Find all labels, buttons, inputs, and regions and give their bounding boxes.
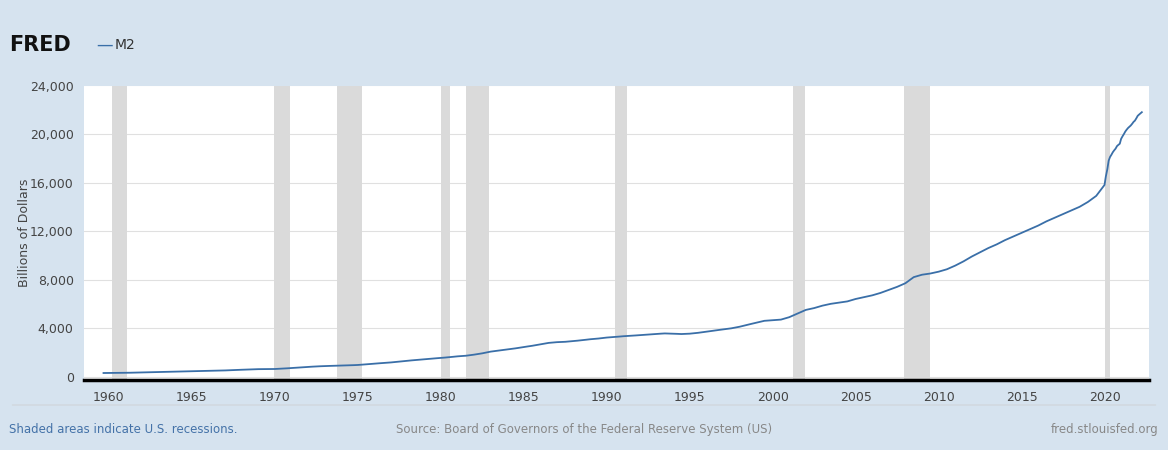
- Text: Shaded areas indicate U.S. recessions.: Shaded areas indicate U.S. recessions.: [9, 423, 238, 436]
- Text: fred.stlouisfed.org: fred.stlouisfed.org: [1051, 423, 1159, 436]
- Bar: [112, 86, 127, 380]
- Text: M2: M2: [114, 38, 135, 52]
- Bar: [273, 86, 290, 380]
- Bar: [440, 86, 451, 380]
- Y-axis label: Billions of Dollars: Billions of Dollars: [18, 179, 30, 287]
- Text: —: —: [96, 36, 112, 54]
- Bar: [1105, 86, 1110, 380]
- Bar: [466, 86, 489, 380]
- Text: FRED: FRED: [9, 35, 71, 55]
- Bar: [904, 86, 930, 380]
- Bar: [616, 86, 627, 380]
- Text: Source: Board of Governors of the Federal Reserve System (US): Source: Board of Governors of the Federa…: [396, 423, 772, 436]
- Bar: [793, 86, 805, 380]
- Bar: [338, 86, 362, 380]
